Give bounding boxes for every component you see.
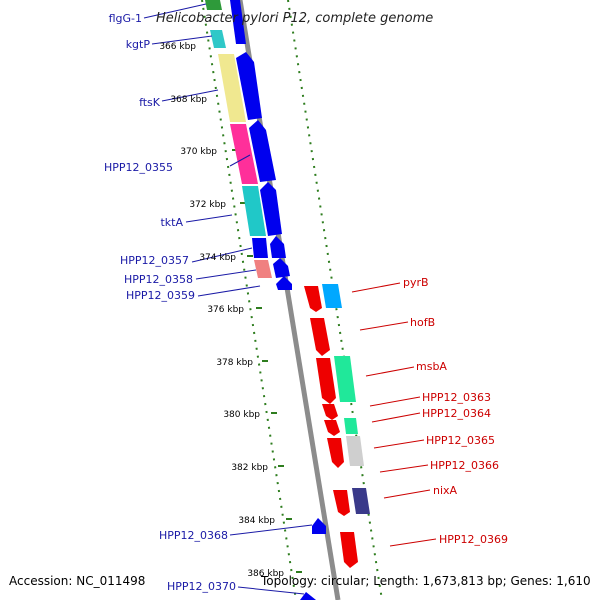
gene-label-kgtP: kgtP [126, 38, 151, 51]
feature-block [210, 30, 226, 48]
tick-label: 376 kbp [207, 305, 244, 315]
accession-text: Accession: NC_011498 [9, 574, 146, 588]
gene-arrow [236, 52, 262, 120]
left-gene-labels: flgG-1 kgtP ftsK HPP12_0355 tktA HPP12_0… [104, 12, 236, 593]
reverse-genes [304, 286, 358, 568]
gene-label-HPP12_0366: HPP12_0366 [430, 459, 499, 472]
tick-label: 384 kbp [238, 516, 275, 526]
gene-label-HPP12_0359: HPP12_0359 [126, 289, 195, 302]
gene-arrow [260, 182, 282, 236]
gene-label-HPP12_0355: HPP12_0355 [104, 161, 173, 174]
gene-arrow [310, 318, 330, 356]
right-feature-blocks [322, 284, 370, 514]
gene-arrow [312, 518, 326, 534]
tick-label: 370 kbp [180, 147, 217, 157]
left-feature-blocks [205, 0, 272, 278]
gene-arrow [249, 120, 276, 182]
right-leader-lines [351, 282, 437, 547]
feature-block [242, 186, 266, 236]
tick-label: 386 kbp [247, 569, 284, 579]
gene-arrow [273, 258, 290, 278]
gene-arrow [316, 358, 336, 404]
gene-label-pyrB: pyrB [403, 276, 429, 289]
feature-block [218, 54, 246, 122]
feature-block [230, 124, 258, 184]
gene-arrow [270, 236, 286, 258]
tick-label: 366 kbp [159, 42, 196, 52]
gene-label-flgG-1: flgG-1 [109, 12, 142, 25]
feature-block [254, 260, 272, 278]
gene-label-nixA: nixA [433, 484, 458, 497]
gene-arrow [230, 0, 246, 44]
tick-label: 378 kbp [216, 358, 253, 368]
gene-label-HPP12_0368: HPP12_0368 [159, 529, 228, 542]
gene-label-HPP12_0364: HPP12_0364 [422, 407, 491, 420]
gene-arrow [322, 404, 338, 420]
gene-arrow [304, 286, 322, 312]
gene-label-msbA: msbA [416, 360, 447, 373]
feature-block [344, 418, 358, 434]
gene-arrow [340, 532, 358, 568]
tick-label: 380 kbp [223, 410, 260, 420]
tick-label: 368 kbp [170, 95, 207, 105]
left-leader-lines [143, 3, 313, 595]
genome-summary-text: Topology: circular; Length: 1,673,813 bp… [261, 574, 591, 588]
tick-labels: 366 kbp 368 kbp 370 kbp 372 kbp 374 kbp … [159, 42, 284, 579]
forward-genes [230, 0, 326, 600]
feature-block [334, 356, 356, 402]
gene-label-HPP12_0370: HPP12_0370 [167, 580, 236, 593]
gene-label-tktA: tktA [160, 216, 183, 229]
tick-label: 374 kbp [199, 253, 236, 263]
right-gene-labels: pyrB hofB msbA HPP12_0363 HPP12_0364 HPP… [403, 276, 508, 546]
feature-block [346, 436, 364, 466]
gene-arrow [327, 438, 344, 468]
feature-block [352, 488, 370, 514]
gene-label-HPP12_0369: HPP12_0369 [439, 533, 508, 546]
gene-label-hofB: hofB [410, 316, 435, 329]
map-title: Helicobacter pylori P12, complete genome [156, 11, 433, 26]
feature-block [205, 0, 222, 10]
gene-label-HPP12_0365: HPP12_0365 [426, 434, 495, 447]
feature-block [322, 284, 342, 308]
gene-label-HPP12_0357: HPP12_0357 [120, 254, 189, 267]
gene-arrow [276, 276, 292, 290]
tick-label: 372 kbp [189, 200, 226, 210]
gene-label-ftsK: ftsK [139, 96, 161, 109]
gene-arrow [333, 490, 350, 516]
gene-arrow [324, 420, 340, 436]
gene-label-HPP12_0363: HPP12_0363 [422, 391, 491, 404]
feature-block [252, 238, 268, 258]
gene-label-HPP12_0358: HPP12_0358 [124, 273, 193, 286]
tick-label: 382 kbp [231, 463, 268, 473]
gene-arrow [300, 592, 316, 600]
